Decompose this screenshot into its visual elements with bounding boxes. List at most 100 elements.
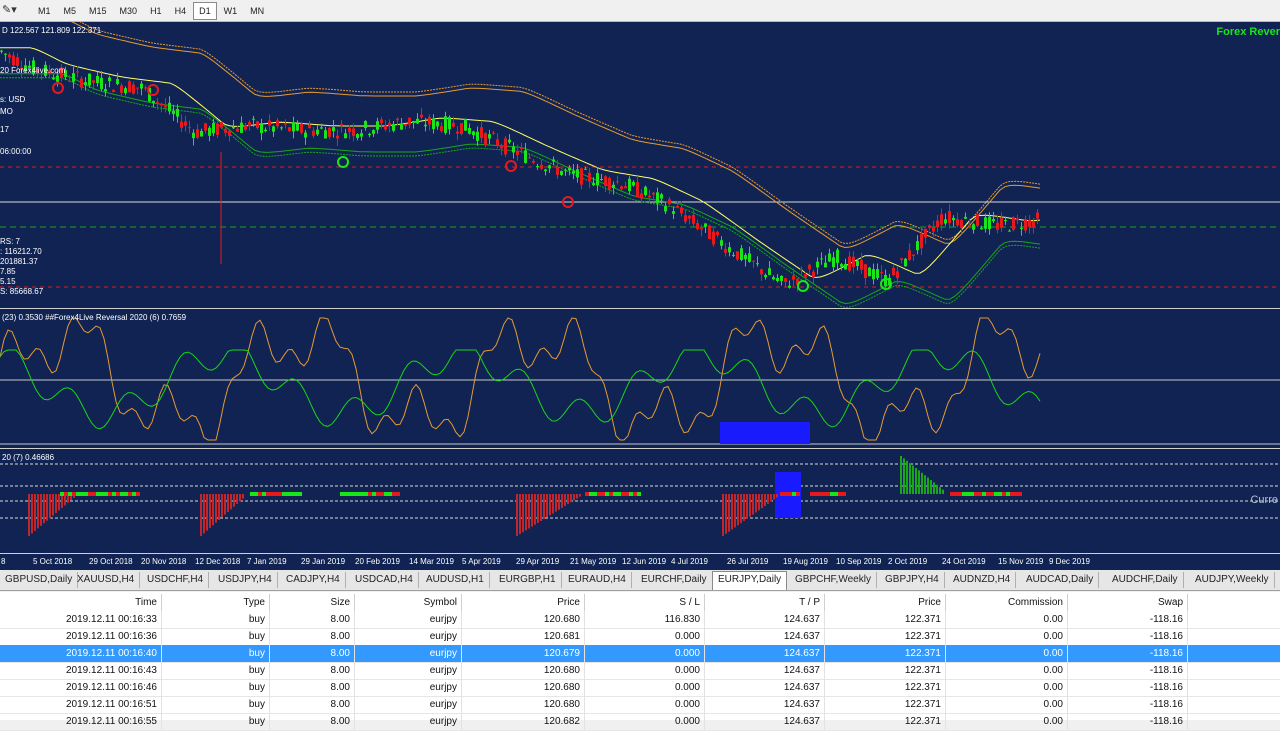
timeframe-m5[interactable]: M5 [63, 6, 77, 16]
column-header-s-l[interactable]: S / L [585, 594, 705, 611]
candle-body [1016, 218, 1019, 221]
column-header-time[interactable]: Time [0, 594, 162, 611]
time-axis-label: 15 Nov 2019 [998, 557, 1044, 566]
table-cell-time: 2019.12.11 00:16:40 [0, 645, 162, 662]
candle-body [560, 170, 563, 175]
price-pane[interactable]: D 122.567 121.809 122.371 Forex Rever 20… [0, 22, 1280, 309]
oscillator-chart [0, 317, 1280, 445]
stats-line: 201881.37 [0, 257, 38, 266]
candle-body [588, 172, 591, 182]
table-cell-swap: -118.16 [1068, 645, 1188, 662]
column-header-t-p[interactable]: T / P [705, 594, 825, 611]
fast-ma-line [0, 47, 1041, 279]
candle-body [812, 271, 815, 278]
tab-usdcad-h4[interactable]: USDCAD,H4 [350, 572, 419, 588]
timeframe-mn[interactable]: MN [250, 6, 265, 16]
tab-gbpchf-weekly[interactable]: GBPCHF,Weekly [790, 572, 877, 588]
tab-audchf-daily[interactable]: AUDCHF,Daily [1107, 572, 1184, 588]
table-row[interactable]: 2019.12.11 00:16:36 buy 8.00 eurjpy 120.681 0… [0, 628, 1280, 646]
candle-body [96, 75, 99, 84]
info-line: MO [0, 107, 13, 116]
table-row[interactable]: 2019.12.11 00:16:33 buy 8.00 eurjpy 120.680 1… [0, 611, 1280, 629]
histogram-pane[interactable]: 20 (7) 0.46686 Curre [0, 450, 1280, 552]
hist-dot [376, 492, 380, 496]
tab-audnzd-h4[interactable]: AUDNZD,H4 [948, 572, 1017, 588]
table-row[interactable]: 2019.12.11 00:16:51 buy 8.00 eurjpy 120.680 0… [0, 696, 1280, 714]
timeframe-m1[interactable]: M1 [38, 6, 51, 16]
column-header-price[interactable]: Price [462, 594, 585, 611]
hist-dot [116, 492, 120, 496]
tab-usdjpy-h4[interactable]: USDJPY,H4 [213, 572, 278, 588]
candle-body [100, 77, 103, 90]
table-row[interactable]: 2019.12.11 00:16:46 buy 8.00 eurjpy 120.680 0… [0, 679, 1280, 697]
hist-bar [516, 494, 518, 536]
candle-body [228, 130, 231, 137]
candle-body [884, 275, 887, 287]
chart-tools-icon[interactable]: ✎▾ [2, 4, 17, 16]
hist-bar [58, 494, 60, 511]
tab-xauusd-h4[interactable]: XAUUSD,H4 [72, 572, 141, 588]
timeframe-m15[interactable]: M15 [89, 6, 107, 16]
candle-body [76, 71, 79, 73]
candle-body [136, 87, 139, 89]
candle-body [288, 127, 291, 132]
tab-gbpusd-daily[interactable]: GBPUSD,Daily [0, 572, 79, 588]
table-row[interactable]: 2019.12.11 00:16:40 buy 8.00 eurjpy 120.679 0… [0, 645, 1280, 663]
tab-euraud-h4[interactable]: EURAUD,H4 [563, 572, 632, 588]
timeframe-h4[interactable]: H4 [174, 6, 187, 16]
timeframe-w1[interactable]: W1 [223, 6, 238, 16]
hist-bar [218, 494, 220, 520]
table-cell-s-l: 116.830 [585, 611, 705, 628]
candle-body [844, 263, 847, 270]
tab-eurgbp-h1[interactable]: EURGBP,H1 [494, 572, 562, 588]
candle-body [248, 122, 251, 127]
candle-body [820, 258, 823, 260]
time-axis-label: 5 Oct 2018 [33, 557, 73, 566]
candle-body [992, 219, 995, 222]
table-row[interactable]: 2019.12.11 00:16:43 buy 8.00 eurjpy 120.680 0… [0, 662, 1280, 680]
sell-signal-icon [147, 84, 159, 96]
timeframe-h1[interactable]: H1 [150, 6, 162, 16]
column-header-symbol[interactable]: Symbol [355, 594, 462, 611]
tab-audjpy-weekly[interactable]: AUDJPY,Weekly [1190, 572, 1275, 588]
column-header-price[interactable]: Price [825, 594, 946, 611]
tab-audcad-daily[interactable]: AUDCAD,Daily [1021, 572, 1100, 588]
table-cell-price: 122.371 [825, 679, 946, 696]
table-cell-size: 8.00 [270, 611, 355, 628]
tab-eurchf-daily[interactable]: EURCHF,Daily [636, 572, 713, 588]
time-axis-label: 21 May 2019 [570, 557, 617, 566]
candle-body [628, 178, 631, 191]
oscillator-pane[interactable]: (23) 0.3530 ##Forex4Live Reversal 2020 (… [0, 310, 1280, 449]
column-header-size[interactable]: Size [270, 594, 355, 611]
column-header-type[interactable]: Type [162, 594, 270, 611]
column-header-swap[interactable]: Swap [1068, 594, 1188, 611]
chart-window[interactable]: D 122.567 121.809 122.371 Forex Rever 20… [0, 22, 1280, 570]
candle-body [80, 78, 83, 88]
hist-bar [918, 470, 920, 494]
hist-dot [830, 492, 834, 496]
tab-usdchf-h4[interactable]: USDCHF,H4 [142, 572, 210, 588]
tab-eurjpy-daily[interactable]: EURJPY,Daily [712, 571, 788, 590]
candle-body [324, 130, 327, 139]
timeframe-m30[interactable]: M30 [119, 6, 138, 16]
sell-signal-icon [505, 160, 517, 172]
tab-gbpjpy-h4[interactable]: GBPJPY,H4 [880, 572, 945, 588]
candle-body [192, 132, 195, 139]
hist-dot [838, 492, 842, 496]
column-header-commission[interactable]: Commission [946, 594, 1068, 611]
tab-audusd-h1[interactable]: AUDUSD,H1 [421, 572, 490, 588]
timeframe-d1[interactable]: D1 [193, 2, 217, 20]
candle-body [144, 87, 147, 89]
tab-cadjpy-h4[interactable]: CADJPY,H4 [281, 572, 346, 588]
candle-body [256, 121, 259, 129]
table-cell-commission: 0.00 [946, 679, 1068, 696]
candle-body [356, 134, 359, 138]
hist-bar [725, 494, 727, 534]
hist-dot [814, 492, 818, 496]
candle-body [784, 278, 787, 282]
candle-body [352, 128, 355, 137]
table-cell-type: buy [162, 662, 270, 679]
candle-body [868, 267, 871, 277]
candle-body [120, 85, 123, 93]
table-row[interactable]: 2019.12.11 00:16:55 buy 8.00 eurjpy 120.682 0… [0, 713, 1280, 731]
